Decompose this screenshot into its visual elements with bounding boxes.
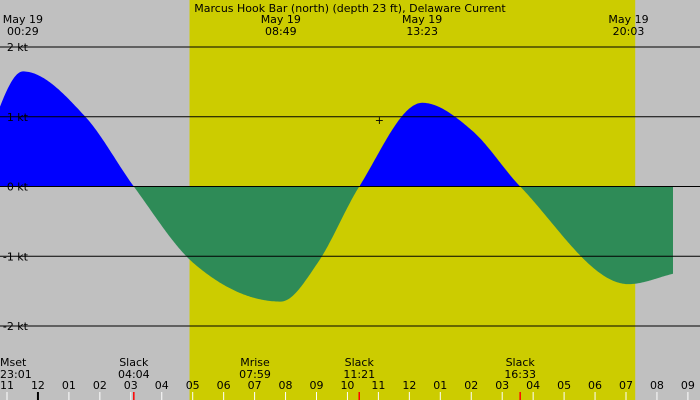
y-tick-label: -1 kt (3, 250, 29, 263)
y-tick-label: 2 kt (7, 41, 29, 54)
hour-tick-label: 10 (340, 379, 354, 392)
y-tick-label: -2 kt (3, 320, 29, 333)
hour-tick-label: 12 (31, 379, 45, 392)
flood-area (360, 102, 521, 187)
hour-ticks: 11 12 01 02 03 04 05 06 07 08 09 10 11 12 01 02 03 04 05 06… (0, 379, 695, 400)
hour-tick-label: 06 (588, 379, 602, 392)
hour-tick-label: 09 (310, 379, 324, 392)
event-time-label: 16:33 (504, 368, 536, 381)
event-time-label: 07:59 (239, 368, 271, 381)
hour-tick-label: 08 (279, 379, 293, 392)
chart-title: Marcus Hook Bar (north) (depth 23 ft), D… (194, 2, 506, 15)
y-tick-label: 0 kt (7, 181, 29, 194)
event-name-label: Slack (506, 356, 536, 369)
hour-tick-label: 07 (619, 379, 633, 392)
current-marker: + (375, 114, 384, 127)
flood-area (0, 71, 134, 187)
hour-tick-label: 11 (0, 379, 14, 392)
hour-tick-label: 07 (248, 379, 262, 392)
current-areas (0, 71, 673, 302)
hour-tick-label: 03 (124, 379, 138, 392)
hour-tick-label: 04 (155, 379, 169, 392)
grid-lines (0, 46, 700, 327)
hour-tick-label: 01 (433, 379, 447, 392)
hour-tick-label: 06 (217, 379, 231, 392)
top-time-label: 13:23 (406, 25, 438, 38)
hour-tick-label: 11 (371, 379, 385, 392)
top-date-label: May 19 (261, 13, 301, 26)
hour-tick-label: 03 (495, 379, 509, 392)
current-position-marker: + (375, 114, 384, 127)
y-tick-labels: 2 kt 1 kt 0 kt -1 kt -2 kt (3, 41, 29, 333)
event-time-label: 04:04 (118, 368, 150, 381)
hour-tick-label: 05 (557, 379, 571, 392)
top-date-label: May 19 (3, 13, 43, 26)
ebb-area (521, 186, 673, 285)
bottom-event-labels: Mset23:01Slack04:04Mrise07:59Slack11:21S… (0, 356, 536, 400)
hour-tick-label: 02 (93, 379, 107, 392)
hour-tick-label: 05 (186, 379, 200, 392)
hour-tick-label: 08 (650, 379, 664, 392)
event-name-label: Slack (345, 356, 375, 369)
top-date-label: May 19 (402, 13, 442, 26)
top-date-label: May 19 (608, 13, 648, 26)
event-time-label: 23:01 (0, 368, 32, 381)
hour-tick-label: 01 (62, 379, 76, 392)
hour-tick-label: 02 (464, 379, 478, 392)
event-name-label: Mset (0, 356, 27, 369)
hour-tick-label: 04 (526, 379, 540, 392)
top-time-label: 00:29 (7, 25, 39, 38)
top-time-label: 08:49 (265, 25, 297, 38)
top-time-label: 20:03 (613, 25, 645, 38)
event-time-label: 11:21 (343, 368, 375, 381)
event-name-label: Slack (119, 356, 149, 369)
hour-tick-label: 09 (681, 379, 695, 392)
ebb-area (134, 186, 360, 302)
y-tick-label: 1 kt (7, 111, 29, 124)
event-name-label: Mrise (240, 356, 270, 369)
hour-tick-label: 12 (402, 379, 416, 392)
